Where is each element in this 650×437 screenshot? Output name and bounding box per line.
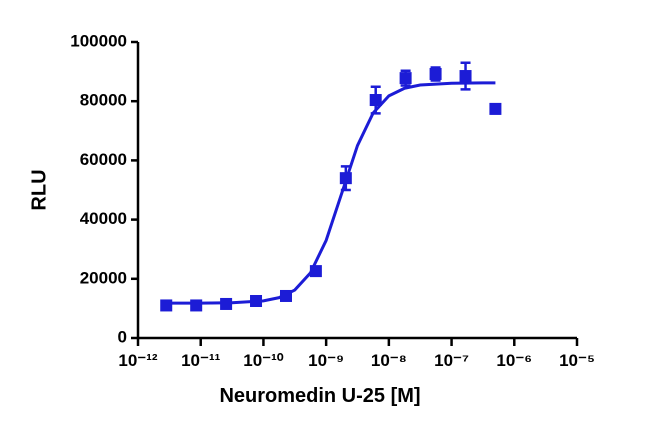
fit-curve [166,81,496,305]
x-tick-label: 10⁻¹⁰ [243,351,284,370]
x-tick-label: 10⁻¹² [118,351,158,370]
data-point [160,299,173,312]
data-point [459,70,472,83]
x-tick-label: 10⁻⁸ [371,351,407,370]
data-point [309,265,322,278]
data-point [399,72,412,85]
data-point [279,289,292,302]
y-tick-label: 40000 [80,209,127,228]
x-axis-label: Neuromedin U-25 [M] [219,385,420,407]
y-axis-label: RLU [28,169,50,210]
x-tick-label: 10⁻¹¹ [181,351,221,370]
data-point [220,297,233,310]
x-tick-label: 10⁻⁶ [496,351,532,370]
y-tick-label: 100000 [70,31,127,50]
data-point [429,67,442,80]
data-point [190,299,203,312]
x-tick-label: 10⁻⁷ [434,351,469,370]
y-tick-label: 60000 [80,150,127,169]
x-tick-label: 10⁻⁵ [559,351,595,370]
x-tick-label: 10⁻⁹ [308,351,344,370]
y-tick-label: 20000 [80,268,127,287]
data-point [250,295,263,307]
data-point [339,172,352,185]
data-point [369,94,382,107]
y-tick-label: 0 [118,327,127,346]
y-tick-label: 80000 [80,91,127,110]
data-point [489,102,502,115]
